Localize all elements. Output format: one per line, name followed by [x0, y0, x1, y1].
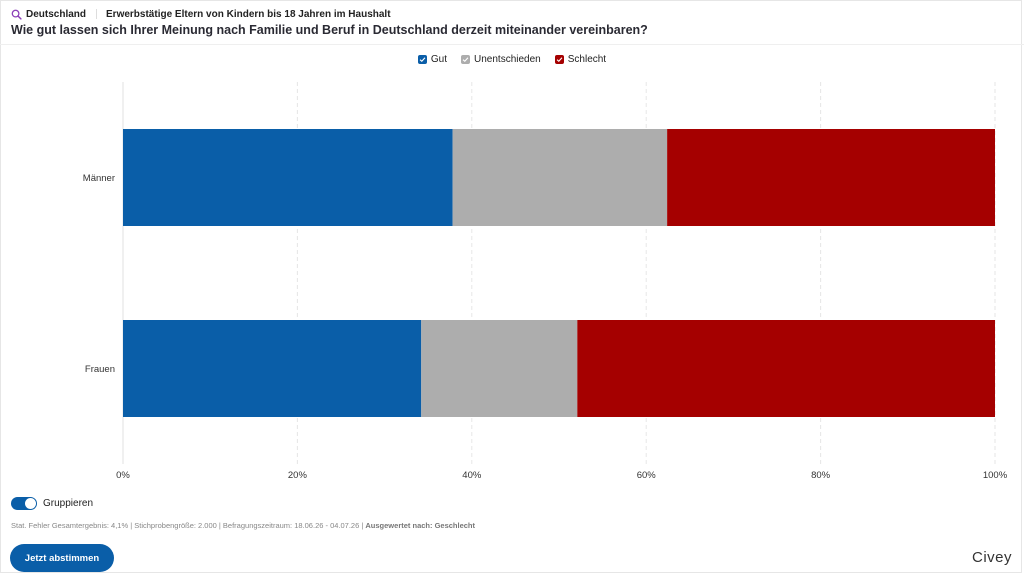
bar-segment: [452, 129, 668, 226]
group-toggle[interactable]: [11, 497, 37, 510]
search-icon: [11, 9, 22, 20]
checkbox-icon: [417, 55, 427, 64]
x-tick-label: 20%: [288, 470, 308, 481]
toggle-knob: [25, 498, 36, 509]
bar-segment: [577, 320, 995, 417]
legend-label: Gut: [430, 54, 448, 65]
meta-separator: [96, 9, 98, 19]
bar-segment: [123, 320, 422, 417]
analyzed-by: Ausgewertet nach: Geschlecht: [365, 521, 476, 530]
legend-item-schlecht[interactable]: Schlecht: [554, 54, 607, 65]
checkbox-icon: [461, 55, 471, 64]
header: Deutschland Erwerbstätige Eltern von Kin…: [11, 7, 1013, 38]
header-divider: [0, 44, 1024, 45]
group-toggle-label: Gruppieren: [43, 498, 94, 509]
population-label: Erwerbstätige Eltern von Kindern bis 18 …: [106, 8, 391, 20]
stats-text: Stat. Fehler Gesamtergebnis: 4,1% | Stic…: [11, 521, 366, 530]
legend-label: Schlecht: [567, 54, 607, 65]
legend-item-gut[interactable]: Gut: [417, 54, 448, 65]
legend: Gut Unentschieden Schlecht: [0, 54, 1024, 65]
meta-row: Deutschland Erwerbstätige Eltern von Kin…: [11, 7, 1013, 21]
region[interactable]: Deutschland: [11, 9, 86, 20]
stacked-bar-chart: 0% 20% 40% 60% 80% 100% Männer Frauen: [83, 82, 1008, 481]
question-title: Wie gut lassen sich Ihrer Meinung nach F…: [11, 23, 648, 37]
vote-button[interactable]: Jetzt abstimmen: [10, 544, 114, 572]
category-label: Männer: [83, 173, 115, 184]
stats-line: Stat. Fehler Gesamtergebnis: 4,1% | Stic…: [11, 521, 475, 530]
category-label: Frauen: [85, 364, 115, 375]
bar-segment: [123, 129, 453, 226]
x-tick-label: 60%: [637, 470, 657, 481]
legend-label: Unentschieden: [474, 54, 541, 65]
x-tick-label: 80%: [811, 470, 831, 481]
legend-item-unentschieden[interactable]: Unentschieden: [461, 54, 541, 65]
x-tick-label: 100%: [983, 470, 1008, 481]
bar-segment: [667, 129, 995, 226]
group-toggle-row: Gruppieren: [11, 497, 93, 510]
x-tick-label: 0%: [116, 470, 130, 481]
x-tick-label: 40%: [462, 470, 482, 481]
checkbox-icon: [554, 55, 564, 64]
region-label: Deutschland: [26, 8, 87, 20]
brand-logo: Civey: [971, 549, 1012, 566]
bar-segment: [421, 320, 578, 417]
